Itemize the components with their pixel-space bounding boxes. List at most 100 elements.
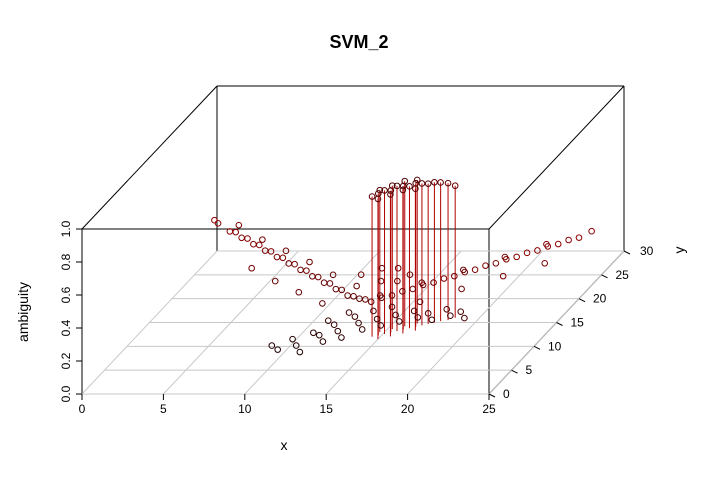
- data-point: [451, 182, 459, 190]
- y-tick-label: 10: [548, 339, 562, 353]
- data-point: [279, 254, 287, 262]
- data-point: [297, 266, 304, 274]
- data-point: [374, 195, 382, 203]
- data-point: [392, 311, 399, 319]
- z-tick-label: 1.0: [59, 220, 73, 237]
- data-point: [358, 326, 366, 333]
- data-point: [492, 259, 500, 267]
- data-point: [388, 303, 396, 311]
- data-points: [211, 176, 595, 356]
- y-tick: [556, 322, 563, 326]
- data-point: [271, 277, 279, 285]
- data-point: [430, 279, 437, 286]
- data-point: [399, 288, 406, 295]
- data-point: [412, 185, 419, 193]
- data-point: [399, 186, 407, 194]
- y-tick: [623, 250, 631, 255]
- axis-ticks: 0 5 10 15 20 25 0.0 0.2 0.4 0.6 0.8 1.0 0 5 10 15 20 25 30: [59, 220, 654, 416]
- data-point: [502, 255, 510, 263]
- data-point: [315, 331, 323, 339]
- data-point: [588, 227, 595, 235]
- data-point: [289, 335, 296, 343]
- data-point: [320, 279, 328, 287]
- floor-grid: [81, 250, 625, 395]
- data-point: [388, 292, 396, 299]
- x-axis-label: x: [281, 437, 288, 453]
- data-point: [324, 317, 332, 324]
- data-point: [330, 321, 338, 329]
- box-edge: [81, 85, 218, 230]
- box-edge: [488, 85, 625, 230]
- box-frame: [81, 85, 625, 395]
- data-point: [534, 247, 541, 254]
- y-axis-label: y: [671, 247, 687, 254]
- data-point: [367, 298, 375, 306]
- x-tick-label: 15: [320, 402, 334, 416]
- y-tick-label: 20: [593, 292, 607, 306]
- data-point: [259, 236, 266, 243]
- data-point: [268, 342, 276, 349]
- z-tick-label: 0.2: [59, 352, 73, 369]
- data-point: [338, 286, 346, 294]
- data-point: [291, 260, 298, 268]
- x-tick-label: 10: [238, 402, 252, 416]
- data-point: [319, 338, 327, 345]
- data-point: [273, 253, 281, 261]
- data-point: [437, 179, 444, 186]
- x-tick-label: 20: [401, 402, 415, 416]
- data-point: [471, 266, 479, 274]
- data-point: [238, 234, 245, 242]
- data-point: [345, 309, 353, 316]
- data-point: [244, 235, 251, 242]
- data-point: [378, 264, 386, 272]
- data-point: [334, 327, 342, 335]
- data-point: [250, 240, 257, 248]
- data-point: [326, 280, 334, 287]
- y-tick: [578, 298, 586, 303]
- x-tick-label: 25: [482, 402, 496, 416]
- data-point: [255, 241, 263, 249]
- data-point: [461, 314, 468, 322]
- data-point: [461, 268, 469, 276]
- data-point: [214, 220, 222, 227]
- data-point: [282, 247, 290, 255]
- data-point: [353, 282, 360, 290]
- data-point: [399, 182, 407, 190]
- data-point: [310, 329, 317, 337]
- data-point: [482, 262, 489, 269]
- data-point: [332, 285, 340, 293]
- data-point: [544, 243, 552, 250]
- data-point: [428, 316, 436, 324]
- data-point: [419, 281, 427, 289]
- data-point: [381, 187, 388, 194]
- data-point: [211, 216, 218, 224]
- data-point: [444, 179, 452, 187]
- drop-lines: [371, 179, 456, 340]
- y-tick-label: 30: [640, 244, 654, 258]
- data-point: [424, 310, 432, 317]
- data-point: [431, 178, 438, 186]
- data-point: [416, 298, 424, 306]
- data-point: [499, 272, 507, 280]
- data-point: [378, 294, 385, 302]
- data-point: [329, 271, 337, 279]
- data-point: [414, 314, 422, 321]
- data-point: [355, 319, 362, 327]
- z-axis-label: ambiguity: [15, 282, 31, 342]
- data-point: [292, 342, 300, 349]
- x-tick-label: 5: [160, 402, 167, 416]
- data-point: [357, 271, 365, 278]
- data-point: [338, 334, 345, 341]
- data-point: [387, 191, 394, 198]
- chart-title: SVM_2: [329, 32, 388, 52]
- data-point: [306, 258, 313, 266]
- data-point: [410, 307, 418, 315]
- z-tick-label: 0.8: [59, 253, 73, 270]
- data-point: [424, 180, 432, 187]
- data-point: [376, 186, 384, 194]
- y-tick: [533, 345, 541, 350]
- data-point: [395, 318, 403, 325]
- y-tick-label: 0: [503, 387, 510, 401]
- y-tick: [511, 369, 518, 374]
